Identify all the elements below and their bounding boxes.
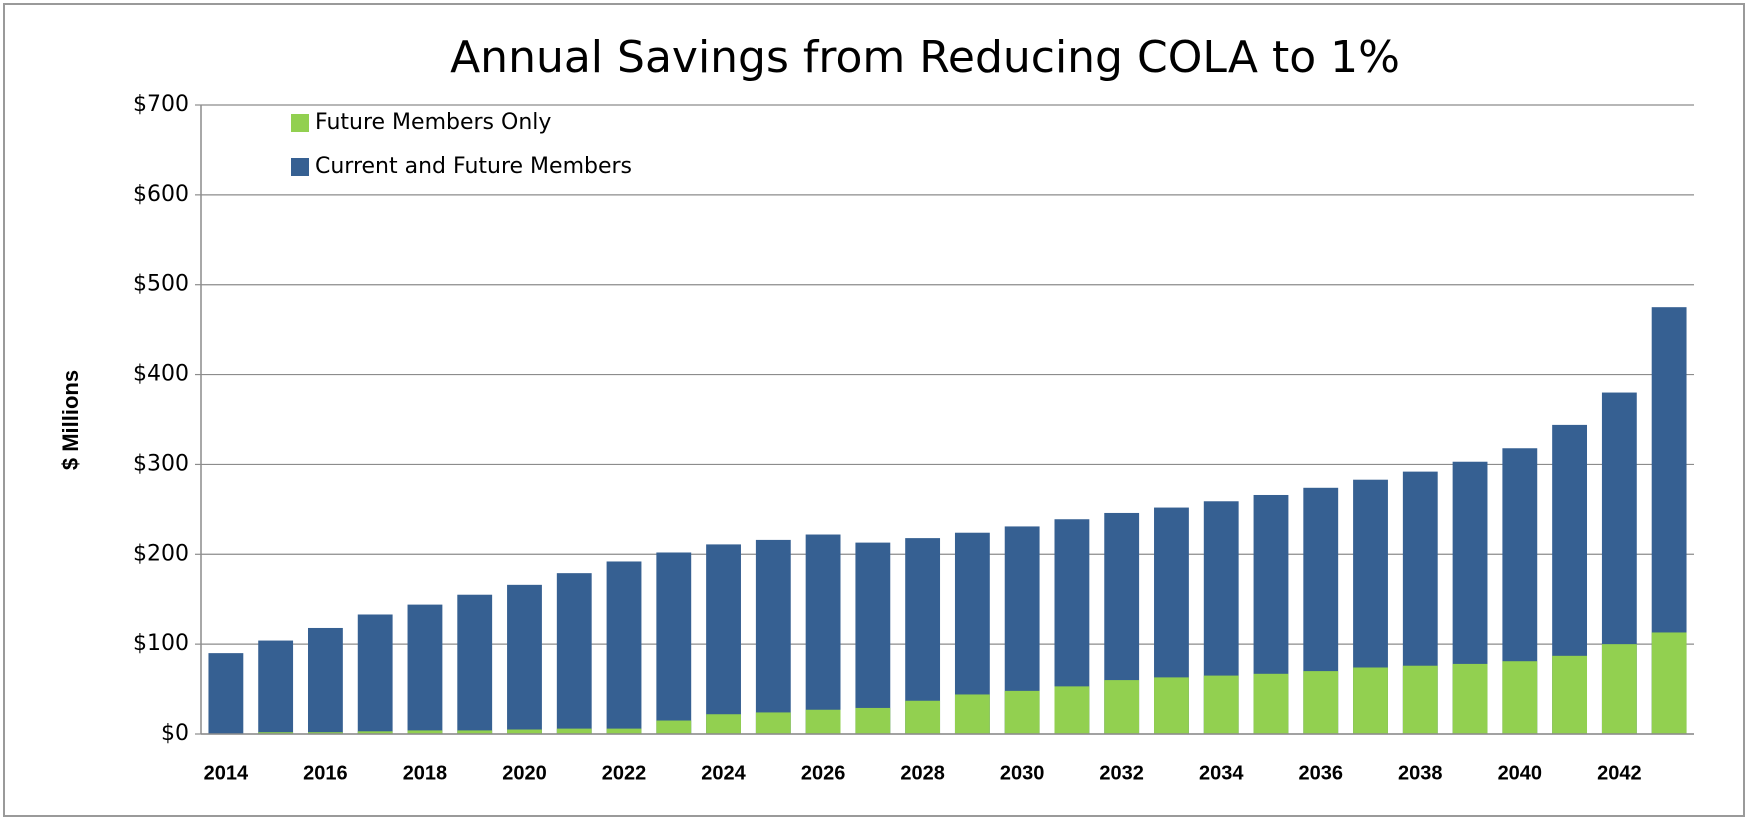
legend-label: Future Members Only: [315, 110, 551, 135]
bar: [407, 730, 443, 734]
bar: [258, 640, 294, 734]
bar: [954, 694, 990, 734]
bar: [606, 561, 642, 734]
bar: [1253, 673, 1289, 734]
bar: [805, 534, 841, 734]
bar: [855, 542, 891, 734]
bar: [1353, 667, 1388, 734]
x-tick-label: 2034: [1199, 762, 1244, 784]
bar: [258, 732, 294, 734]
bar: [357, 614, 393, 734]
bar: [905, 700, 941, 734]
y-tick-label: $200: [133, 541, 189, 566]
bar: [457, 730, 493, 734]
bar: [1154, 677, 1189, 734]
bar: [855, 707, 891, 734]
bar: [1004, 690, 1040, 734]
bar: [1104, 680, 1140, 734]
bar: [407, 604, 443, 734]
bar: [457, 594, 493, 734]
y-axis-label: $ Millions: [58, 370, 83, 470]
x-tick-label: 2040: [1498, 762, 1543, 784]
bar: [1552, 655, 1588, 734]
x-tick-label: 2042: [1597, 762, 1642, 784]
x-tick-label: 2018: [403, 762, 448, 784]
bar: [1303, 671, 1339, 734]
y-tick-label: $700: [133, 92, 189, 117]
x-tick-label: 2016: [303, 762, 348, 784]
bar: [307, 732, 343, 734]
bar: [507, 729, 542, 734]
bar: [606, 728, 642, 734]
bar: [805, 709, 841, 734]
bar: [357, 731, 393, 734]
bar: [1651, 632, 1687, 734]
x-tick-label: 2030: [1000, 762, 1045, 784]
bar: [556, 573, 592, 734]
bar: [755, 539, 791, 734]
bar: [1054, 686, 1090, 734]
bar: [755, 712, 791, 734]
y-tick-label: $400: [133, 362, 189, 387]
bar: [1452, 663, 1488, 734]
y-tick-label: $300: [133, 451, 189, 476]
x-tick-label: 2036: [1299, 762, 1344, 784]
y-tick-label: $600: [133, 182, 189, 207]
x-tick-label: 2028: [900, 762, 945, 784]
x-tick-label: 2014: [204, 762, 249, 784]
legend-swatch: [291, 158, 309, 176]
bar: [1601, 644, 1637, 734]
bar: [1203, 675, 1239, 734]
bar: [706, 714, 741, 734]
chart-title: Annual Savings from Reducing COLA to 1%: [450, 32, 1400, 83]
bar: [706, 544, 741, 734]
bar: [208, 653, 244, 734]
legend-label: Current and Future Members: [315, 154, 632, 179]
x-tick-label: 2022: [602, 762, 647, 784]
bar: [507, 584, 542, 734]
bar: [656, 552, 692, 734]
bar: [556, 728, 592, 734]
x-tick-label: 2038: [1398, 762, 1443, 784]
bar: [1402, 665, 1438, 734]
x-tick-label: 2024: [701, 762, 746, 784]
bar: [656, 720, 692, 734]
y-tick-label: $500: [133, 272, 189, 297]
y-tick-label: $0: [161, 721, 189, 746]
bar: [1502, 661, 1538, 734]
x-tick-label: 2032: [1099, 762, 1144, 784]
x-tick-label: 2026: [801, 762, 846, 784]
bar: [307, 627, 343, 734]
legend-swatch: [291, 114, 309, 132]
y-tick-label: $100: [133, 631, 189, 656]
x-tick-label: 2020: [502, 762, 547, 784]
